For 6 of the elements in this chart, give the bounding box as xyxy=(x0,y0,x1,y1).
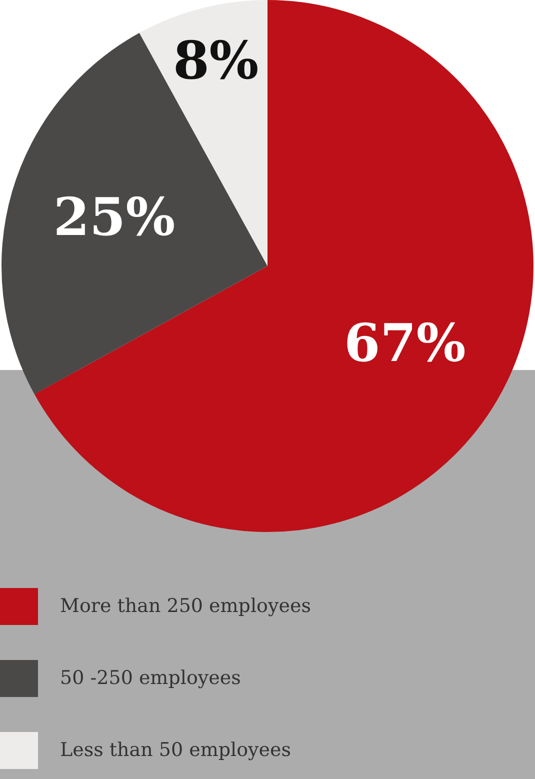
legend-label: 50 -250 employees xyxy=(60,666,242,688)
legend-label: Less than 50 employees xyxy=(60,738,292,760)
legend-label: More than 250 employees xyxy=(60,594,312,616)
data-label: 25% xyxy=(53,186,176,248)
data-label: 67% xyxy=(344,312,466,374)
data-label: 8% xyxy=(173,30,259,92)
